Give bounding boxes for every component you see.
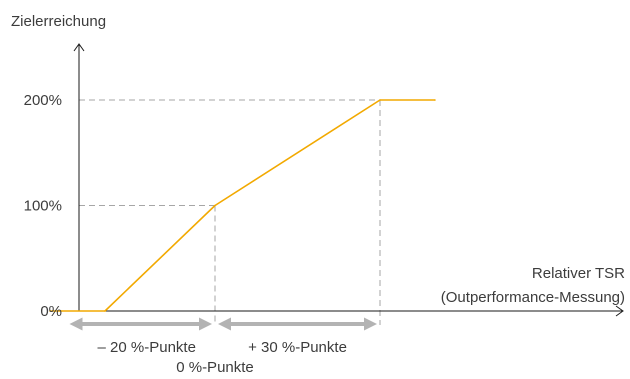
data-point-4 <box>214 204 216 207</box>
y-axis-arrowhead <box>73 43 85 52</box>
x-axis-arrowhead <box>615 305 624 317</box>
x-axis-label-line1: Relativer TSR <box>532 265 625 282</box>
data-point-1 <box>49 310 51 312</box>
range-arrowhead-right-1 <box>199 317 212 331</box>
x-axis-label-line2: (Outperformance-Messung) <box>441 289 625 306</box>
y-tick-label-200: 200% <box>24 92 62 109</box>
y-axis-label: Zielerreichung <box>11 13 106 30</box>
y-tick-label-100: 100% <box>24 198 62 215</box>
range-annotations <box>69 317 377 331</box>
data-point-6 <box>434 99 436 101</box>
range-arrowhead-right-2 <box>364 317 377 331</box>
axes <box>73 43 624 317</box>
range-label-2: + 30 %-Punkte <box>248 339 347 356</box>
series <box>49 99 436 312</box>
labels: Zielerreichung Relativer TSR (Outperform… <box>11 13 625 376</box>
data-point-5 <box>379 99 381 101</box>
range-arrowhead-left-1 <box>69 317 83 331</box>
data-point-2 <box>60 310 62 312</box>
center-range-label: 0 %-Punkte <box>176 359 254 376</box>
range-label-1: – 20 %-Punkte <box>98 339 196 356</box>
series-line-1 <box>50 99 435 312</box>
y-tick-label-0: 0% <box>40 303 62 320</box>
guide-lines <box>79 99 381 325</box>
data-point-3 <box>104 310 106 312</box>
range-arrowhead-left-2 <box>218 317 231 331</box>
